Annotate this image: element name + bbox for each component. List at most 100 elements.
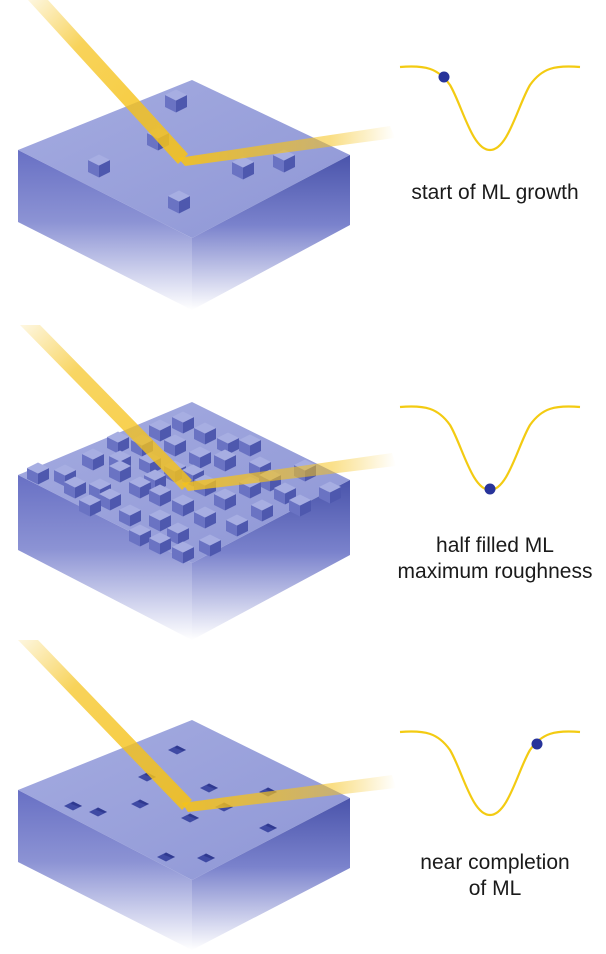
vacancy — [89, 807, 107, 817]
cube-side — [179, 196, 190, 214]
incident-beam — [20, 325, 192, 490]
cube-top — [217, 432, 239, 444]
cube-front — [232, 162, 243, 180]
vacancy-wall — [203, 853, 215, 859]
substrate-slab — [18, 402, 350, 640]
island-cube — [214, 449, 236, 472]
island-cube — [168, 190, 190, 214]
cube-top — [214, 449, 236, 461]
island-cube — [107, 431, 129, 454]
island-cube — [226, 514, 248, 537]
slab-side — [192, 480, 350, 640]
vacancy — [131, 799, 149, 809]
cube-top — [54, 464, 76, 476]
island-cube — [189, 446, 211, 469]
caption-line: half filled ML — [436, 534, 554, 557]
cube-top — [129, 476, 151, 488]
curve-marker — [438, 71, 450, 83]
cube-top — [274, 482, 296, 494]
cube-top — [214, 488, 236, 500]
caption-start: start of ML growth — [384, 180, 606, 206]
caption-line: near completion — [420, 851, 570, 874]
cube-top — [199, 534, 221, 546]
island-cube — [232, 156, 254, 180]
island-cube — [167, 522, 189, 545]
intensity-curve — [399, 405, 581, 495]
panel-near — [18, 640, 581, 950]
vacancy-wall — [206, 783, 218, 789]
panel-start — [18, 0, 581, 310]
vacancy-wall — [265, 823, 277, 829]
cube-top — [189, 446, 211, 458]
island-cube — [164, 434, 186, 457]
cube-side — [243, 162, 254, 180]
vacancy — [168, 745, 186, 755]
cube-front — [165, 95, 176, 113]
cube-top — [79, 494, 101, 506]
island-cube — [194, 506, 216, 529]
cube-top — [251, 499, 273, 511]
vacancy — [157, 852, 175, 862]
cube-top — [172, 541, 194, 553]
caption-line: of ML — [468, 877, 522, 900]
island-cube — [273, 149, 295, 173]
island-cube — [172, 541, 194, 564]
island-cube — [64, 476, 86, 499]
island-cube — [149, 509, 171, 532]
cube-side — [176, 95, 187, 113]
island-cube — [129, 524, 151, 547]
island-cube — [214, 488, 236, 511]
curve-line — [399, 405, 581, 492]
cube-top — [232, 156, 254, 168]
island-cube — [88, 154, 110, 178]
vacancy-wall — [95, 807, 107, 813]
island-cube — [319, 481, 341, 504]
vacancy — [64, 801, 82, 811]
curve-marker — [531, 738, 543, 750]
substrate-slab — [18, 720, 350, 950]
cube-top — [109, 450, 131, 462]
island-cube — [129, 476, 151, 499]
intensity-curve — [399, 730, 581, 817]
cube-top — [239, 434, 261, 446]
island-cube — [172, 494, 194, 517]
vacancy-wall — [163, 852, 175, 858]
slab-front — [18, 790, 192, 950]
slab-front — [18, 150, 192, 310]
cube-top — [89, 478, 111, 490]
electron-beam — [20, 325, 396, 491]
island-cube — [165, 89, 187, 113]
incident-beam — [18, 640, 192, 810]
island-cube — [251, 499, 273, 522]
cube-top — [149, 419, 171, 431]
cube-top — [88, 154, 110, 166]
cube-side — [99, 160, 110, 178]
island-cube — [99, 488, 121, 511]
cube-top — [82, 448, 104, 460]
reflected-beam — [178, 126, 395, 166]
cube-top — [194, 422, 216, 434]
curve-line — [399, 730, 581, 817]
island-cube — [149, 419, 171, 442]
cube-top — [289, 494, 311, 506]
electron-beam — [18, 640, 396, 812]
island-cube — [82, 448, 104, 471]
vacancy — [197, 853, 215, 863]
vacancy — [259, 823, 277, 833]
vacancy — [181, 813, 199, 823]
cube-top — [149, 532, 171, 544]
cube-top — [194, 506, 216, 518]
island-cube — [239, 434, 261, 457]
cube-top — [172, 411, 194, 423]
island-cube — [289, 494, 311, 517]
vacancy-wall — [70, 801, 82, 807]
cube-top — [319, 481, 341, 493]
vacancy-wall — [174, 745, 186, 751]
island-cube — [199, 534, 221, 557]
island-cube — [149, 484, 171, 507]
island-cube — [194, 422, 216, 445]
cube-top — [164, 434, 186, 446]
island-cube — [27, 462, 49, 485]
curve-line — [399, 65, 581, 152]
